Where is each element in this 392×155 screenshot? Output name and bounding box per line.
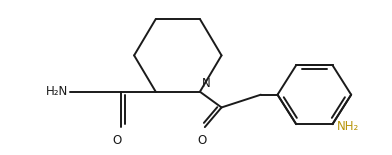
Text: H₂N: H₂N bbox=[46, 85, 68, 98]
Text: NH₂: NH₂ bbox=[336, 120, 359, 133]
Text: O: O bbox=[113, 134, 122, 147]
Text: O: O bbox=[197, 134, 207, 147]
Text: N: N bbox=[202, 77, 211, 90]
